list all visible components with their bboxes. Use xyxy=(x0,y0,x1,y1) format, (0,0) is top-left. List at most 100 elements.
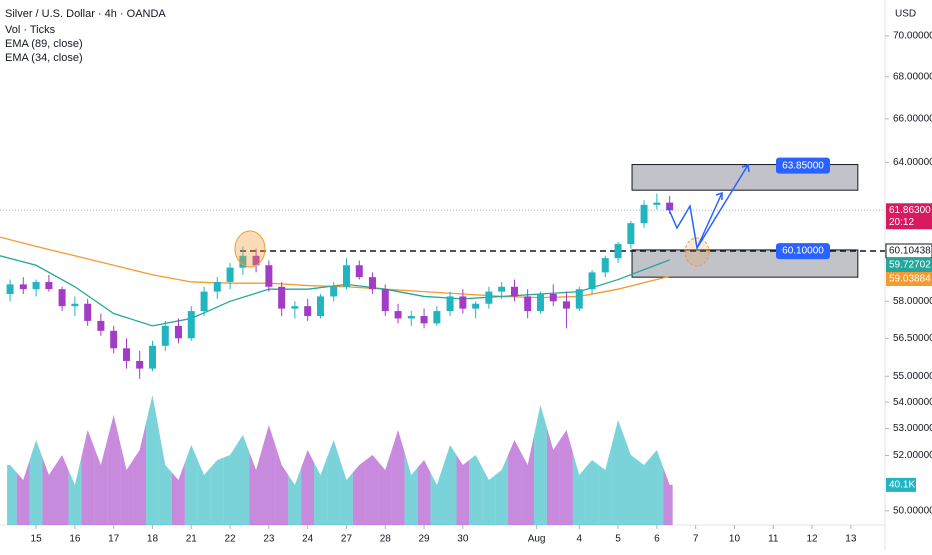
x-tick-label: 24 xyxy=(302,534,314,545)
candle-body xyxy=(562,301,570,309)
volume-area xyxy=(314,457,328,525)
volume-area xyxy=(68,457,82,525)
volume-area xyxy=(301,450,315,525)
highlight-circle xyxy=(234,230,266,268)
target-label: 60.10000 xyxy=(782,246,824,257)
candle-body xyxy=(536,294,544,312)
candle-body xyxy=(601,258,609,273)
y-tick-label: 56.50000 xyxy=(893,333,932,344)
volume-badge xyxy=(886,477,916,492)
volume-area xyxy=(469,455,483,525)
highlight-circle xyxy=(684,237,710,267)
candle-body xyxy=(498,286,506,292)
candle-body xyxy=(666,202,674,211)
candle-body xyxy=(32,281,40,290)
volume-area xyxy=(236,435,250,525)
volume-area xyxy=(158,430,172,525)
candle-body xyxy=(110,330,118,349)
x-tick-label: 10 xyxy=(729,534,741,545)
volume-area xyxy=(29,440,43,525)
candle-body xyxy=(368,277,376,290)
volume-area xyxy=(572,452,586,525)
volume-area xyxy=(443,445,457,525)
x-tick-label: 22 xyxy=(225,534,237,545)
x-tick-label: 17 xyxy=(108,534,120,545)
candle-body xyxy=(187,311,195,339)
volume-area xyxy=(223,445,237,525)
volume-area xyxy=(521,435,535,525)
candle-body xyxy=(627,223,635,245)
volume-area xyxy=(585,460,599,525)
y-tick-label: 70.00000 xyxy=(893,30,932,41)
candle-body xyxy=(6,284,14,295)
candle-body xyxy=(420,315,428,324)
currency-label: USD xyxy=(895,9,916,20)
volume-area xyxy=(146,395,159,525)
target-badge xyxy=(776,243,830,260)
y-tick-label: 68.00000 xyxy=(893,71,932,82)
y-tick-label: 52.00000 xyxy=(893,450,932,461)
volume-area xyxy=(352,460,366,525)
x-tick-label: 29 xyxy=(419,534,431,545)
candle-body xyxy=(433,311,441,324)
candle-body xyxy=(239,255,247,268)
volume-area xyxy=(94,440,108,525)
candle-body xyxy=(524,296,532,312)
candle-body xyxy=(174,325,182,339)
candle-body xyxy=(265,265,273,287)
candle-body xyxy=(446,296,454,312)
price-badge-label: 61.86300 xyxy=(889,205,931,216)
x-tick-label: 13 xyxy=(845,534,857,545)
x-tick-label: 27 xyxy=(341,534,353,545)
candle-body xyxy=(459,296,467,309)
x-tick-label: Aug xyxy=(528,534,546,545)
volume-badge-label: 40.1K xyxy=(889,480,915,491)
price-badge xyxy=(886,257,932,272)
x-tick-label: 12 xyxy=(806,534,818,545)
projection-path xyxy=(696,164,749,249)
candle-body xyxy=(394,311,402,319)
candle-body xyxy=(640,204,648,224)
x-tick-label: 18 xyxy=(147,534,159,545)
candle-body xyxy=(71,303,79,307)
volume-area xyxy=(42,457,56,525)
candle-body xyxy=(342,265,350,287)
candle-body xyxy=(226,267,234,282)
x-tick-label: 4 xyxy=(576,534,582,545)
x-tick-label: 11 xyxy=(768,534,779,545)
volume-area xyxy=(456,455,470,525)
volume-area xyxy=(171,462,185,525)
candle-body xyxy=(407,315,415,319)
volume-area xyxy=(107,415,121,525)
price-badge-label: 59.72702 xyxy=(889,260,931,271)
legend-ema: EMA (34, close) xyxy=(5,52,83,64)
candle-body xyxy=(19,284,27,290)
volume-area xyxy=(391,430,405,525)
volume-area xyxy=(482,467,496,525)
price-badge xyxy=(886,203,932,230)
volume-area xyxy=(637,457,651,525)
candle-body xyxy=(653,202,661,205)
volume-area xyxy=(611,420,625,525)
volume-area xyxy=(663,467,673,525)
volume-area xyxy=(365,455,379,525)
y-tick-label: 66.00000 xyxy=(893,114,932,125)
candle-body xyxy=(291,306,299,309)
volume-area xyxy=(559,430,573,525)
x-tick-label: 6 xyxy=(654,534,660,545)
volume-area xyxy=(404,452,418,525)
candle-body xyxy=(148,345,156,369)
countdown: 20:12 xyxy=(889,217,914,228)
volume-area xyxy=(546,427,560,525)
volume-area xyxy=(598,445,612,525)
candle-body xyxy=(84,303,92,321)
candle-body xyxy=(588,272,596,290)
volume-area xyxy=(650,450,664,525)
volume-area xyxy=(624,437,638,525)
x-tick-label: 7 xyxy=(693,534,699,545)
volume-area xyxy=(55,455,69,525)
candle-body xyxy=(485,291,493,304)
volume-area xyxy=(120,442,134,525)
ema-line xyxy=(0,255,670,327)
